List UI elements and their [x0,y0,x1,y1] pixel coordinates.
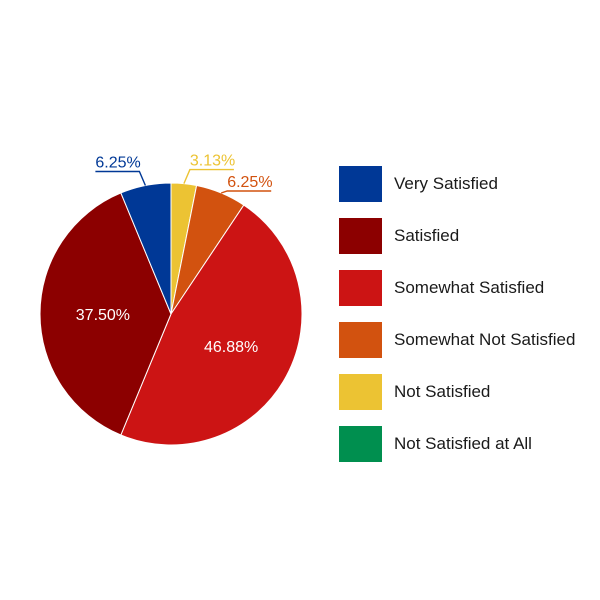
legend-label-somewhat-satisfied: Somewhat Satisfied [394,278,545,297]
legend-label-somewhat-not-satisfied: Somewhat Not Satisfied [394,330,576,349]
legend-item-not-satisfied-at-all: Not Satisfied at All [339,426,600,462]
legend-swatch-satisfied [339,218,382,254]
data-label-not-satisfied: 3.13% [190,153,235,170]
leader-line-not-satisfied [183,168,234,184]
data-label-very-satisfied: 6.25% [95,155,140,172]
legend-label-not-satisfied: Not Satisfied [394,382,491,401]
legend-item-somewhat-not-satisfied: Somewhat Not Satisfied [339,322,600,358]
legend-item-very-satisfied: Very Satisfied [339,166,600,202]
legend-item-somewhat-satisfied: Somewhat Satisfied [339,270,600,306]
legend: Very Satisfied Satisfied Somewhat Satisf… [339,166,600,478]
legend-swatch-very-satisfied [339,166,382,202]
leader-line-very-satisfied [95,170,147,186]
legend-swatch-not-satisfied-at-all [339,426,382,462]
pie-slice-satisfied [39,192,172,436]
leader-line-somewhat-not-satisfied [220,190,272,194]
legend-label-satisfied: Satisfied [394,226,460,245]
data-label-somewhat-satisfied: 46.88% [204,339,258,356]
pie-slice-very-satisfied [120,182,172,315]
legend-swatch-somewhat-not-satisfied [339,322,382,358]
legend-swatch-not-satisfied [339,374,382,410]
legend-item-not-satisfied: Not Satisfied [339,374,600,410]
legend-swatch-somewhat-satisfied [339,270,382,306]
legend-item-satisfied: Satisfied [339,218,600,254]
legend-label-not-satisfied-at-all: Not Satisfied at All [394,434,532,453]
data-label-satisfied: 37.50% [76,307,130,324]
pie-slice-somewhat-satisfied [120,204,303,446]
data-label-somewhat-not-satisfied: 6.25% [227,174,272,191]
legend-label-very-satisfied: Very Satisfied [394,174,498,193]
